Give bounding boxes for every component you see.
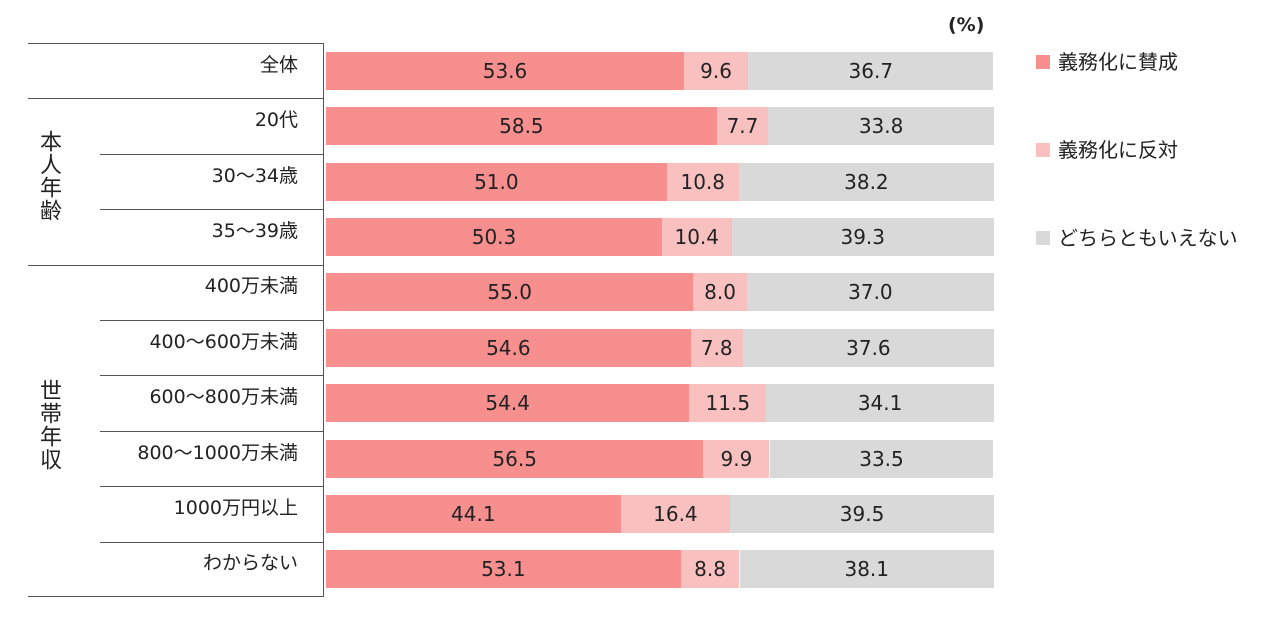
data-label: 10.8 [680,170,725,194]
data-label: 50.3 [471,225,517,249]
bar-segment-1 [326,52,684,90]
bar-segment-1 [326,273,694,311]
data-label: 8.0 [704,280,736,304]
data-label: 33.8 [858,114,904,138]
bar-segment-3 [748,52,994,90]
bar-segment-1 [326,550,681,588]
category-label: 全体 [259,53,298,76]
bar-segment-3 [739,550,994,588]
legend-swatch [1036,231,1050,245]
table-bottom-border [28,596,324,597]
data-label: 54.6 [486,336,531,360]
bar-segment-3 [746,273,994,311]
data-label: 44.1 [451,502,496,526]
category-label: 600～800万未満 [149,386,298,409]
data-label: 9.9 [720,447,753,471]
bar-segment-2 [684,52,749,90]
data-label: 36.7 [848,59,894,83]
bar-segment-1 [326,440,704,478]
category-label: 35～39歳 [211,219,298,242]
data-label: 53.1 [481,557,526,581]
legend-swatch [1036,143,1050,157]
data-label: 55.0 [487,280,532,304]
data-label: 37.0 [848,280,893,304]
row-separator [28,98,324,99]
category-label: 800～1000万未満 [137,441,298,464]
bar-segment-3 [769,440,994,478]
row-separator [100,320,324,321]
row-separator [28,265,324,266]
data-label: 7.8 [700,336,733,360]
data-label: 8.8 [694,557,726,581]
bar-segment-1 [326,329,691,367]
data-label: 39.3 [840,225,886,249]
bar-segment-3 [768,107,994,145]
data-label: 7.7 [726,114,759,138]
bar-segment-1 [326,163,667,201]
bar-segment-2 [716,107,769,145]
category-label: わからない [202,552,298,575]
data-label: 37.6 [846,336,891,360]
bar-segment-3 [738,163,994,201]
legend-label: どちらともいえない [1058,226,1238,250]
bar-segment-1 [326,384,690,422]
data-label: 51.0 [474,170,519,194]
data-label: 16.4 [653,502,698,526]
bar-segment-2 [689,384,767,422]
data-label: 10.4 [674,225,720,249]
data-label: 34.1 [857,391,903,415]
bar-segment-2 [703,440,770,478]
table-top-border [28,43,324,44]
bar-segment-3 [730,495,994,533]
bar-segment-2 [662,218,732,256]
bar-segment-2 [666,163,739,201]
group-label: 本人年齢 [36,130,61,222]
data-label: 53.6 [482,59,528,83]
unit-label: (%) [948,14,985,36]
data-label: 38.2 [844,170,889,194]
data-label: 39.5 [839,502,885,526]
row-separator [100,209,324,210]
data-label: 11.5 [705,391,751,415]
category-label: 30～34歳 [211,164,298,187]
group-label: 世帯年収 [36,379,61,471]
row-separator [100,486,324,487]
category-label: 400万未満 [204,275,298,298]
legend-label: 義務化に賛成 [1058,50,1178,74]
data-label: 58.5 [499,114,544,138]
legend-label: 義務化に反対 [1058,138,1178,162]
bar-segment-1 [326,107,717,145]
bar-segment-2 [690,329,743,367]
row-separator [100,154,324,155]
bar-segment-1 [326,495,621,533]
legend-swatch [1036,55,1050,69]
row-separator [100,375,324,376]
bar-segment-2 [693,273,747,311]
row-separator [100,431,324,432]
bar-segment-3 [766,384,994,422]
bar-segment-3 [731,218,994,256]
row-separator [100,542,324,543]
category-label: 1000万円以上 [173,496,298,519]
bar-segment-2 [620,495,731,533]
bar-segment-1 [326,218,662,256]
bar-segment-3 [742,329,994,367]
bar-segment-2 [680,550,740,588]
data-label: 9.6 [700,59,732,83]
data-label: 54.4 [485,391,530,415]
data-label: 38.1 [844,557,890,581]
data-label: 56.5 [492,447,537,471]
data-label: 33.5 [859,447,904,471]
category-label: 400～600万未満 [149,330,298,353]
category-label: 20代 [254,109,298,132]
